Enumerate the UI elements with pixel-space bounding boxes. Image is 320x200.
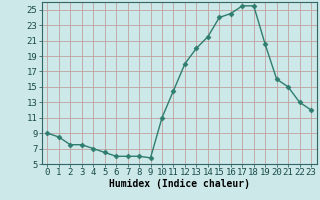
X-axis label: Humidex (Indice chaleur): Humidex (Indice chaleur): [109, 179, 250, 189]
